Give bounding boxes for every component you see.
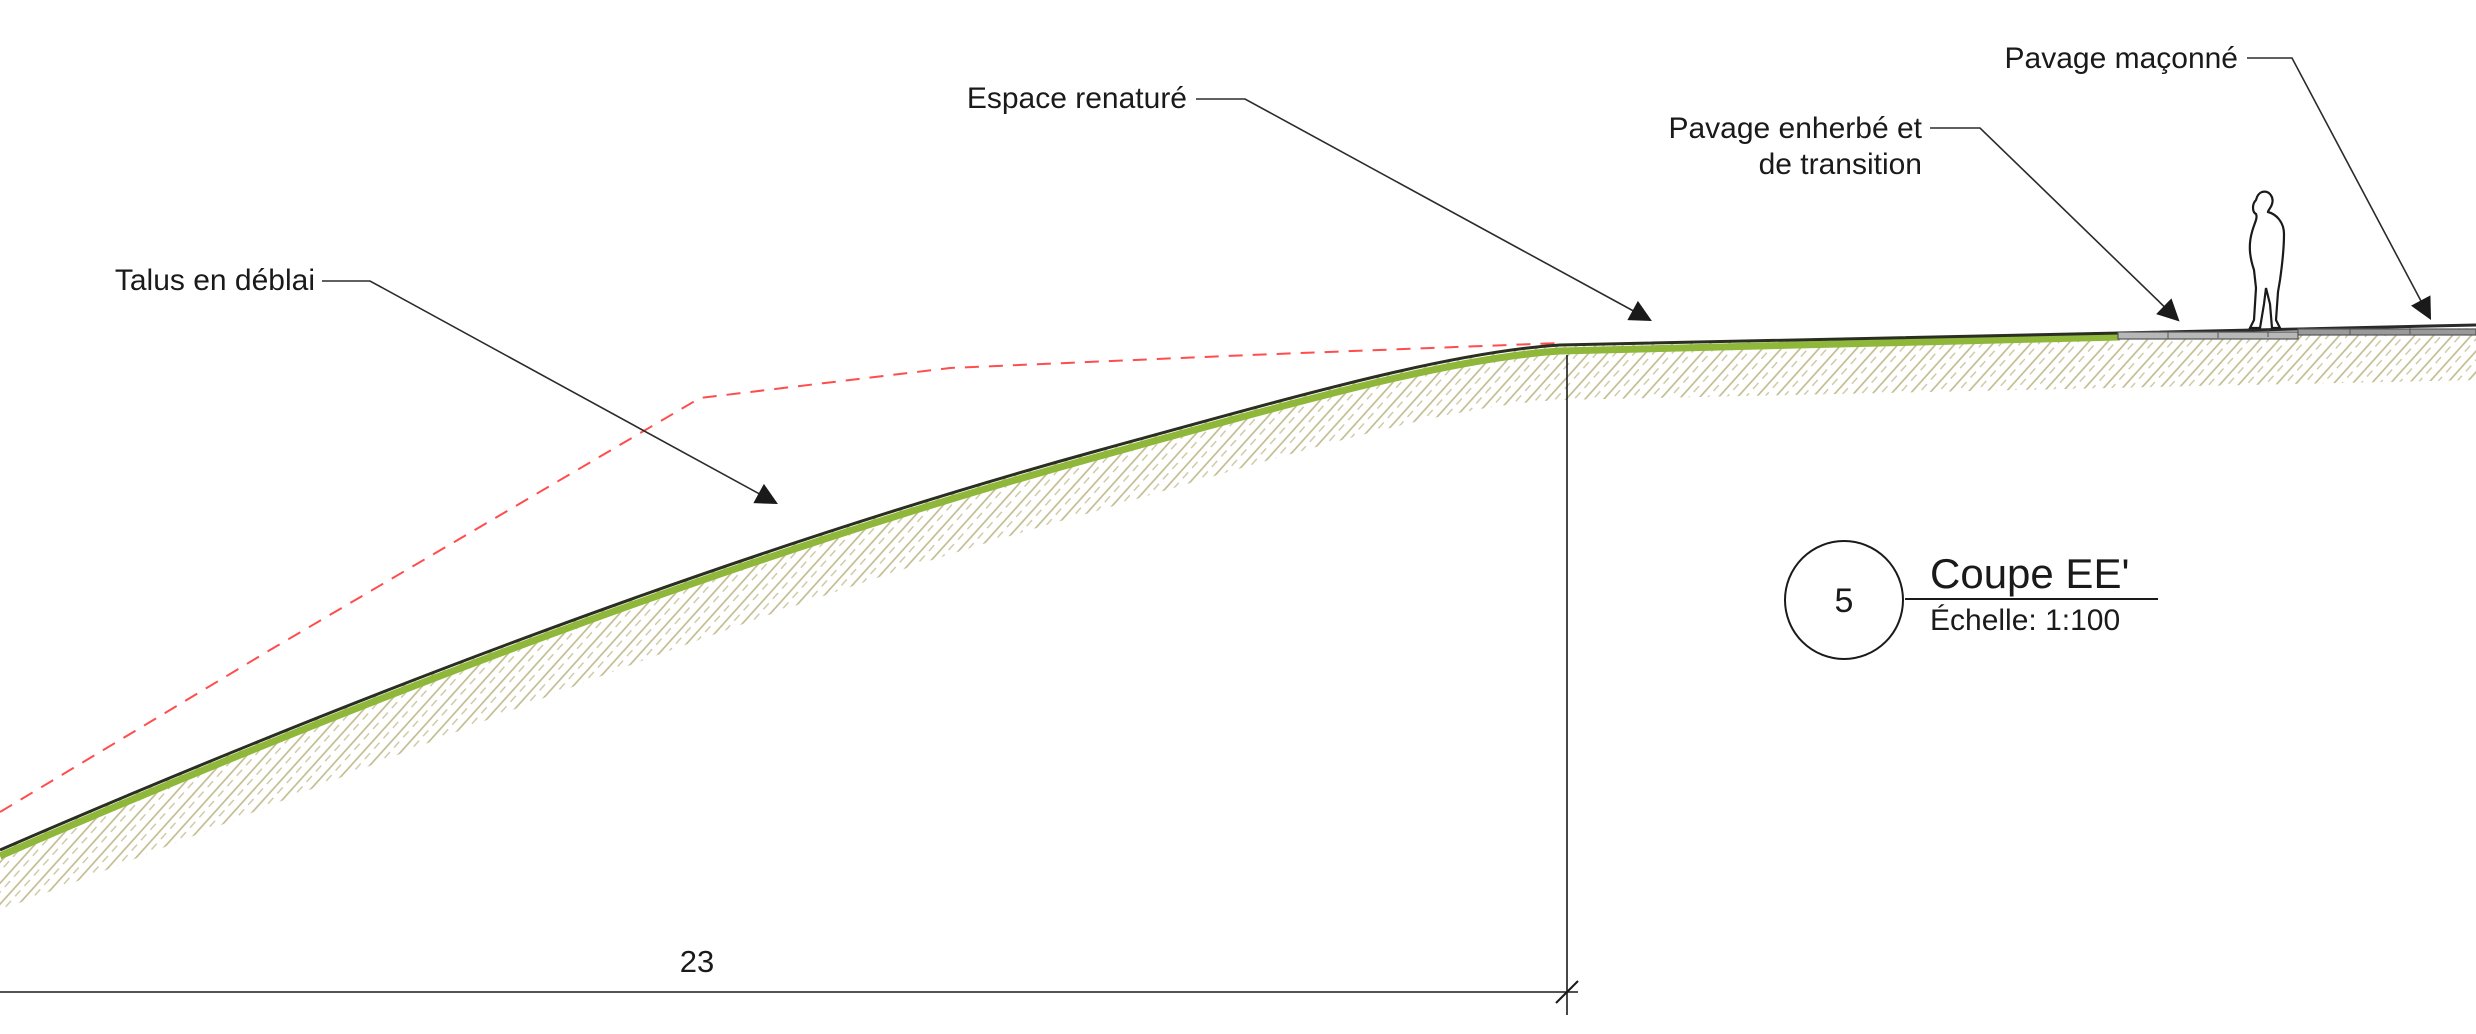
grass-layer [0, 333, 2121, 860]
callout-espace: Espace renaturé [967, 82, 1652, 322]
existing-ground-line [0, 342, 1561, 813]
label-talus: Talus en déblai [115, 264, 315, 297]
label-espace: Espace renaturé [967, 82, 1187, 115]
label-pavage-enherbe-2: de transition [1759, 148, 1922, 181]
section-number: 5 [1835, 582, 1854, 620]
section-scale: Échelle: 1:100 [1930, 604, 2120, 637]
callout-pavage-maconne: Pavage maçonné [2005, 42, 2432, 320]
section-title: Coupe EE' [1930, 550, 2129, 597]
label-pavage-enherbe-1: Pavage enherbé et [1668, 112, 1922, 145]
soil-hatch [0, 328, 2476, 910]
label-pavage-maconne: Pavage maçonné [2005, 42, 2239, 75]
callout-talus: Talus en déblai [115, 264, 778, 505]
dimension-23: 23 [0, 355, 1579, 1015]
section-number-circle [1784, 540, 1904, 660]
section-title-block: 5 Coupe EE' Échelle: 1:100 [1784, 540, 2158, 660]
dimension-value: 23 [680, 944, 714, 979]
person-silhouette-icon [2248, 190, 2286, 330]
terrain-profile [0, 331, 2121, 852]
paving-strip [2117, 323, 2476, 340]
callout-pavage-enherbe: Pavage enherbé et de transition [1668, 112, 2180, 322]
